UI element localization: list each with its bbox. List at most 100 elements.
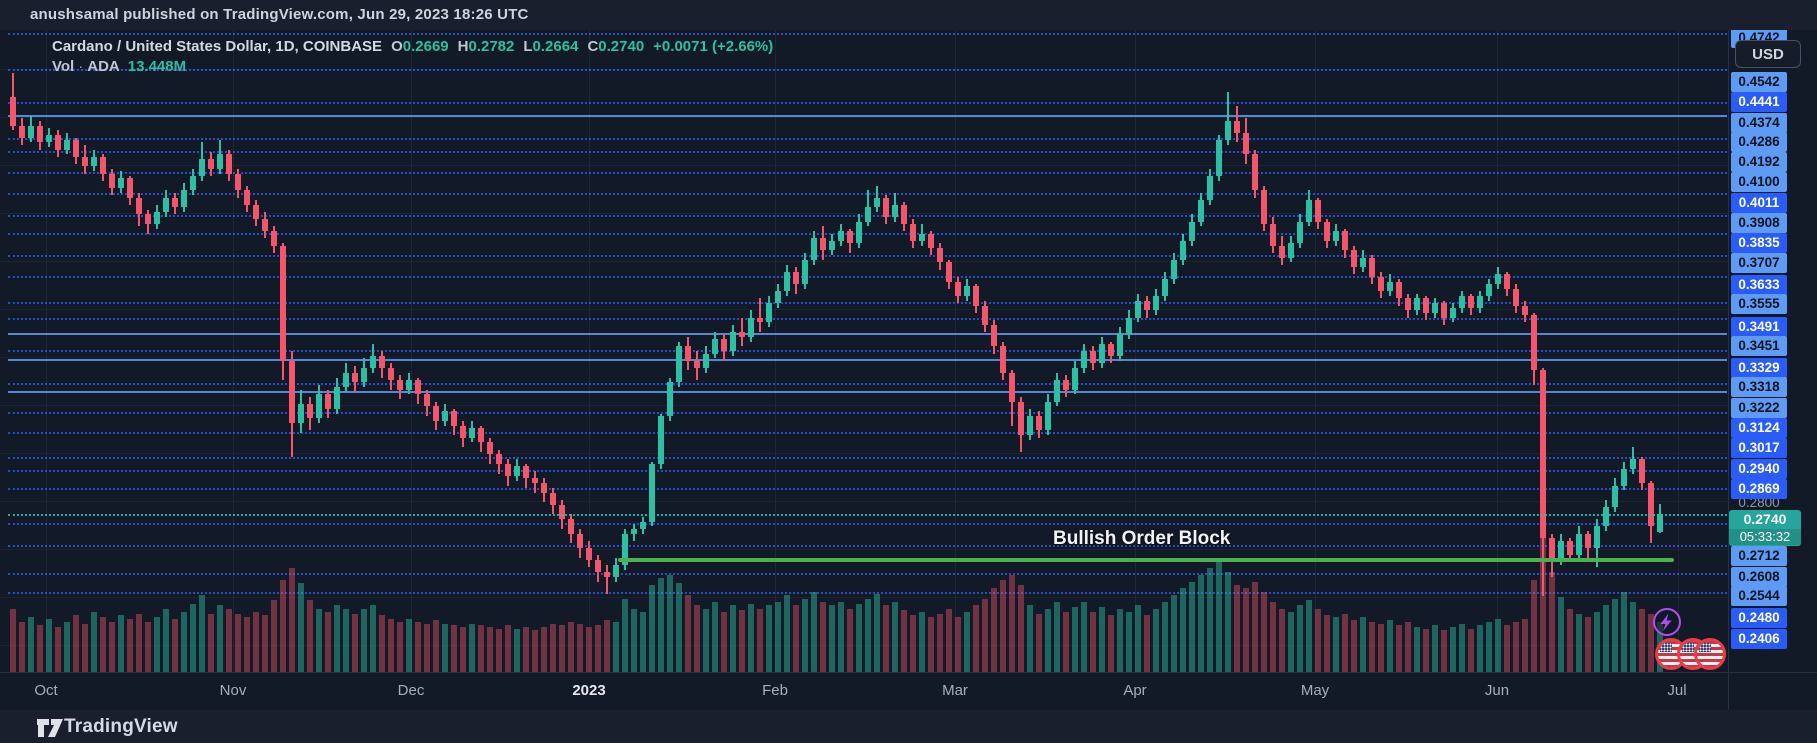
volume-bar [775,602,781,672]
candle-body [829,240,835,251]
candle-body [541,483,547,493]
volume-bar [676,583,682,672]
candle-body [1306,200,1312,222]
tradingview-logo-icon[interactable] [36,717,64,739]
volume-bar [1126,612,1132,672]
price-level-line-dotted [8,255,1727,257]
candle-body [1585,533,1591,549]
candle-body [199,159,205,177]
boost-lightning-icon[interactable] [1652,607,1682,642]
volume-bar [883,605,889,672]
price-scale-label: 0.3555 [1731,294,1787,314]
volume-bar [397,622,403,672]
volume-bar [1153,609,1159,672]
gridline-horizontal [0,261,1728,262]
candle-body [838,231,844,241]
candle-body [1612,485,1618,508]
volume-bar [289,568,295,672]
candle-body [1036,416,1042,431]
candle-body [1549,538,1555,561]
volume-bar [901,610,907,672]
candle-body [1360,257,1366,268]
candle-body [703,353,709,369]
current-price-label: 0.2740 05:33:32 [1729,510,1801,546]
price-level-line-dotted [8,69,1727,71]
candle-body [1432,303,1438,313]
publish-text: anushsamal published on TradingView.com,… [30,6,529,23]
candle-body [721,339,727,352]
volume-bar [892,602,898,672]
volume-bar [280,580,286,672]
candle-body [1423,298,1429,313]
volume-bar [1279,609,1285,672]
currency-unit-button[interactable]: USD [1735,40,1801,68]
volume-bar [388,619,394,672]
flag-canton [1699,643,1711,652]
candle-body [712,339,718,354]
candle-body [982,305,988,325]
volume-bar [316,609,322,672]
price-level-line-dotted [8,383,1727,385]
candle-body [892,204,898,217]
price-scale-label: 0.3329 [1731,358,1787,378]
volume-bar [298,583,304,672]
price-scale-label: 0.4192 [1731,152,1787,172]
price-level-line-dotted [8,457,1727,459]
flag-canton [1660,643,1672,652]
candle-body [1099,344,1105,364]
candle-body [28,125,34,138]
price-level-line-dotted [8,573,1727,575]
volume-bar [712,602,718,672]
price-level-line-dotted [8,412,1727,414]
volume-bar [460,627,466,672]
price-level-line-dotted [8,470,1727,472]
candle-body [433,406,439,421]
us-flag-reaction-icon[interactable] [1694,638,1726,670]
volume-bar [1189,582,1195,672]
tradingview-wordmark[interactable]: TradingView [64,715,178,737]
candle-body [847,231,853,244]
volume-bar [1135,605,1141,672]
candle-body [766,303,772,323]
volume-bar [217,605,223,672]
volume-bar [1090,612,1096,672]
volume-bar [514,629,520,672]
volume-bar [820,602,826,672]
candle-body [1288,243,1294,258]
price-level-line-dotted [8,432,1727,434]
time-axis[interactable] [0,672,1817,711]
order-block-line[interactable] [618,558,1674,562]
candle-body [343,372,349,388]
candle-body [685,346,691,361]
candle-body [91,156,97,167]
candle-body [784,272,790,292]
volume-bar [829,605,835,672]
volume-bar [946,609,952,672]
candle-body [1513,288,1519,306]
volume-bar [640,612,646,672]
candle-body [937,248,943,263]
candle-body [64,140,70,150]
candle-body [1117,334,1123,357]
candle-body [1333,231,1339,241]
price-scale[interactable] [1728,30,1817,710]
volume-bar [1558,597,1564,672]
volume-bar [127,619,133,672]
candle-body [1576,533,1582,556]
candle-body [1495,274,1501,285]
price-scale-label: 0.3491 [1731,317,1787,337]
volume-bar [190,604,196,672]
volume-bar [64,622,70,672]
volume-bar [694,605,700,672]
gridline-horizontal [0,501,1728,502]
volume-bar [361,609,367,672]
price-scale-label: 0.2712 [1731,546,1787,566]
current-price-value: 0.2740 [1743,511,1787,527]
gridline-horizontal [0,117,1728,118]
volume-bar [1225,572,1231,672]
candle-body [1558,540,1564,561]
candle-body [1396,281,1402,299]
candle-body [568,519,574,534]
order-block-annotation[interactable]: Bullish Order Block [1053,528,1231,549]
volume-bar [541,627,547,672]
